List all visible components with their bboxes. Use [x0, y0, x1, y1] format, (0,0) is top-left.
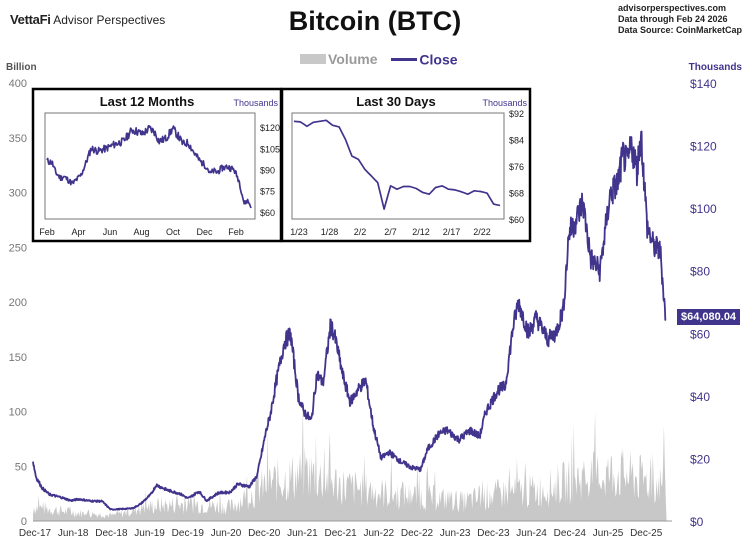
right-tick-label: $120: [690, 140, 717, 154]
legend-volume-label: Volume: [328, 51, 378, 68]
right-tick-label: $60: [690, 327, 710, 341]
right-tick-label: $140: [690, 77, 717, 91]
x-tick-label: Jun-23: [440, 528, 471, 539]
inset-x-tick-label: 2/22: [473, 227, 491, 237]
left-tick-label: 100: [9, 407, 27, 419]
legend-volume-swatch: [300, 54, 326, 65]
inset-x-tick-label: Aug: [133, 227, 149, 237]
x-tick-label: Jun-22: [364, 528, 395, 539]
inset-x-tick-label: 2/7: [384, 227, 397, 237]
x-tick-label: Jun-21: [287, 528, 318, 539]
inset-y-tick-label: $68: [509, 189, 524, 199]
inset-y-tick-label: $60: [509, 215, 524, 225]
latest-price-label: $64,080.04: [677, 309, 741, 325]
inset-x-tick-label: 2/17: [443, 227, 461, 237]
brand-subtitle: Advisor Perspectives: [53, 13, 166, 27]
right-tick-label: $100: [690, 202, 717, 216]
left-tick-label: 50: [15, 461, 27, 473]
inset-x-tick-label: Oct: [166, 227, 181, 237]
inset-axis-unit: Thousands: [482, 98, 527, 108]
left-tick-label: 350: [9, 133, 27, 145]
left-axis-label: Billion: [6, 62, 37, 73]
left-tick-label: 250: [9, 242, 27, 254]
main-close-line-group: [32, 130, 667, 511]
inset-last-12-months: Last 12 Months Thousands $60 $75 $90 $105 $120…: [31, 87, 283, 243]
inset-y-tick-label: $105: [260, 144, 280, 154]
inset-title: Last 12 Months: [100, 94, 195, 109]
x-tick-label: Jun-18: [58, 528, 89, 539]
inset-x-tick-label: Feb: [228, 227, 244, 237]
x-tick-label: Dec-24: [554, 528, 587, 539]
right-tick-label: $20: [690, 452, 710, 466]
x-tick-label: Jun-25: [593, 528, 624, 539]
inset-plot-area: [291, 112, 505, 220]
inset-y-tick-label: $84: [509, 136, 524, 146]
x-tick-label: Dec-19: [172, 528, 205, 539]
right-tick-label: $40: [690, 390, 710, 404]
left-tick-label: 300: [9, 188, 27, 200]
inset-y-tick-label: $76: [509, 162, 524, 172]
inset-x-tick-label: Apr: [71, 227, 85, 237]
brand-logo: VettaFi: [10, 12, 51, 27]
right-tick-label: $80: [690, 265, 710, 279]
left-tick-label: 200: [9, 297, 27, 309]
legend-close-label: Close: [419, 51, 458, 68]
inset-x-tick-label: 2/12: [412, 227, 430, 237]
inset-title: Last 30 Days: [356, 94, 436, 109]
left-tick-label: 400: [9, 78, 27, 90]
left-tick-label: 0: [21, 516, 27, 528]
brand: VettaFi Advisor Perspectives: [10, 12, 165, 27]
main-axes: 0 50 100 150 200 250 300 350 400 $0 $20 $40 $60 $80 $1…: [6, 62, 742, 539]
right-tick-label: $0: [690, 515, 704, 529]
inset-x-tick-label: Jun: [103, 227, 118, 237]
left-tick-label: 150: [9, 352, 27, 364]
volume-area: [33, 403, 667, 521]
source-meta: advisorperspectives.com Data through Feb…: [618, 3, 742, 36]
inset-y-tick-label: $75: [260, 187, 275, 197]
inset-x-tick-label: Feb: [39, 227, 55, 237]
close-price-line: [32, 130, 667, 511]
legend-close-swatch: [391, 57, 418, 61]
x-tick-label: Jun-24: [516, 528, 547, 539]
x-tick-label: Dec-23: [477, 528, 510, 539]
x-tick-label: Dec-20: [248, 528, 281, 539]
inset-x-tick-label: 1/23: [290, 227, 308, 237]
inset-y-tick-label: $120: [260, 123, 280, 133]
inset-x-tick-label: 1/28: [321, 227, 339, 237]
x-tick-label: Dec-21: [324, 528, 357, 539]
meta-site: advisorperspectives.com: [617, 3, 727, 13]
x-tick-label: Jun-20: [211, 528, 242, 539]
chart-title: Bitcoin (BTC): [288, 6, 462, 36]
inset-x-tick-label: 2/2: [354, 227, 367, 237]
inset-close-line: [293, 119, 501, 210]
x-tick-label: Jun-19: [134, 528, 165, 539]
x-tick-label: Dec-22: [401, 528, 434, 539]
x-tick-label: Dec-18: [95, 528, 128, 539]
inset-y-tick-label: $60: [260, 208, 275, 218]
inset-x-tick-label: Dec: [196, 227, 213, 237]
inset-y-tick-label: $90: [260, 166, 275, 176]
x-tick-label: Dec-17: [19, 528, 52, 539]
inset-close-line: [46, 124, 252, 209]
meta-date: Data through Feb 24 2026: [617, 14, 728, 24]
right-axis-label: Thousands: [689, 62, 743, 73]
legend: Volume Close: [300, 50, 458, 67]
inset-y-tick-label: $92: [509, 109, 524, 119]
x-tick-label: Dec-25: [630, 528, 663, 539]
inset-axis-unit: Thousands: [233, 98, 278, 108]
meta-source: Data Source: CoinMarketCap: [617, 25, 742, 35]
main-volume-area-group: [33, 403, 667, 521]
inset-last-30-days: Last 30 Days Thousands $60 $68 $76 $84 $92 1/23…: [280, 87, 532, 243]
